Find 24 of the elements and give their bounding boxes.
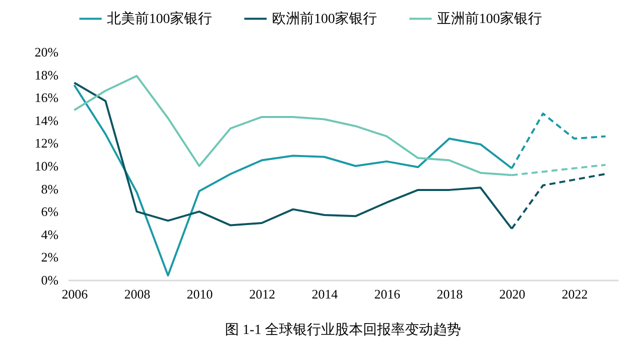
x-tick-label: 2006 (62, 286, 88, 302)
text: 图 1-1 全球银行业股本回报率变动趋势 (225, 322, 461, 338)
y-tick-label: 12% (34, 136, 59, 151)
x-tick-label: 2016 (374, 286, 401, 302)
y-tick-label: 2% (41, 250, 59, 265)
legend-label: 亚洲前100家银行 (437, 10, 542, 27)
y-tick-label: 6% (41, 204, 59, 220)
y-tick-label: 0% (41, 272, 59, 288)
x-tick-label: 2014 (312, 286, 338, 302)
y-tick-label: 10% (34, 158, 59, 174)
x-tick-label: 2012 (249, 286, 276, 302)
y-tick-label: 4% (41, 226, 59, 242)
legend-label: 北美前100家银行 (107, 10, 212, 27)
y-tick-label: 20% (34, 44, 59, 60)
x-tick-label: 2010 (186, 286, 213, 302)
x-tick-label: 2008 (124, 286, 150, 302)
legend-label: 欧洲前100家银行 (272, 10, 377, 27)
y-tick-label: 14% (34, 112, 59, 128)
y-tick-label: 16% (34, 90, 59, 106)
x-tick-label: 2020 (499, 286, 526, 302)
y-tick-label: 18% (34, 67, 59, 82)
y-tick-label: 8% (41, 181, 59, 196)
x-tick-label: 2022 (562, 286, 588, 302)
x-tick-label: 2018 (436, 286, 463, 302)
